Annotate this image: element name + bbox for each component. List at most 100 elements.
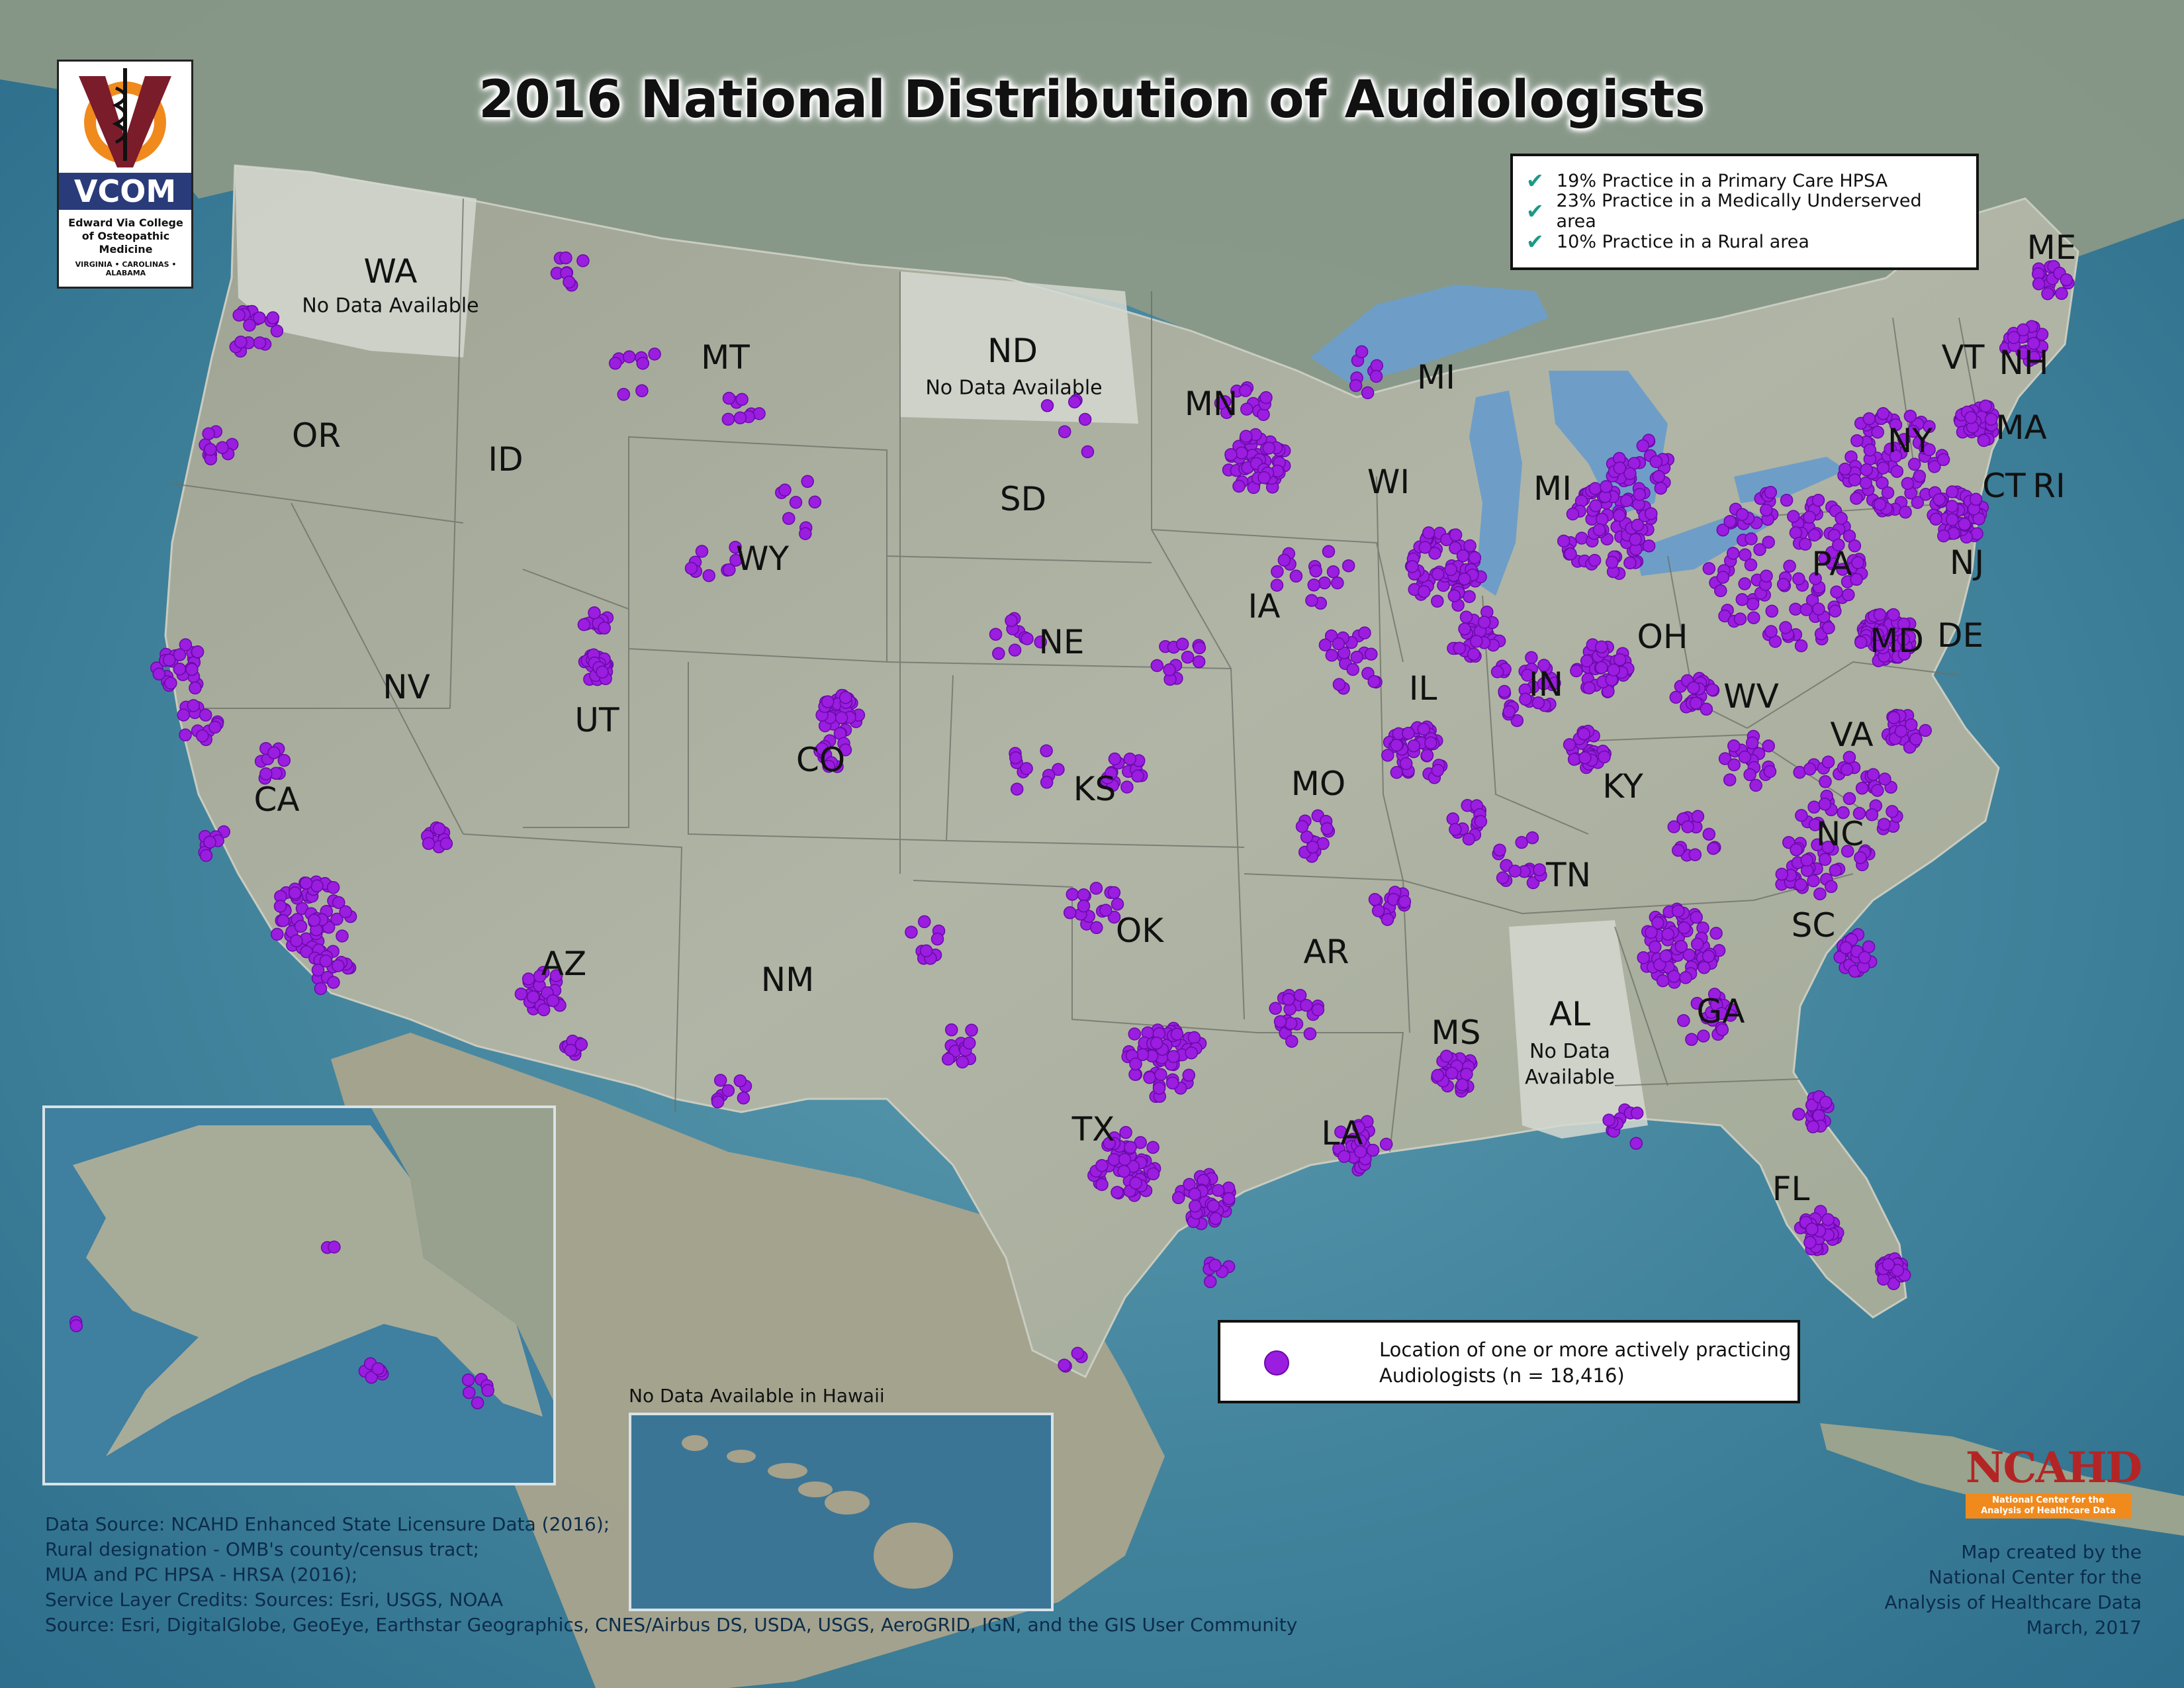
audiologist-location-dot (1805, 1222, 1819, 1236)
audiologist-location-dot (905, 925, 918, 939)
state-label-in: IN (1528, 665, 1564, 704)
audiologist-location-dot (1458, 572, 1471, 586)
audiologist-location-dot (290, 934, 303, 947)
map-title: 2016 National Distribution of Audiologis… (478, 70, 1706, 130)
audiologist-location-dot (1629, 533, 1642, 546)
audiologist-location-dot (1689, 696, 1703, 710)
audiologist-location-dot (1760, 503, 1773, 517)
audiologist-location-dot (471, 1396, 484, 1409)
audiologist-location-dot (1058, 425, 1071, 438)
audiologist-location-dot (328, 1241, 341, 1254)
audiologist-location-dot (1636, 439, 1650, 453)
audiologist-location-dot (1776, 578, 1790, 591)
audiologist-location-dot (713, 1074, 727, 1087)
audiologist-location-dot (1449, 541, 1462, 555)
audiologist-location-dot (259, 767, 273, 780)
state-label-ut: UT (574, 701, 619, 739)
audiologist-location-dot (1320, 822, 1334, 835)
audiologist-location-dot (339, 905, 352, 919)
audiologist-location-dot (721, 412, 735, 426)
audiologist-location-dot (481, 1383, 494, 1397)
audiologist-location-dot (1580, 654, 1594, 668)
audiologist-location-dot (1188, 1188, 1202, 1201)
audiologist-location-dot (1111, 1186, 1124, 1199)
audiologist-location-dot (1613, 508, 1626, 522)
audiologist-location-dot (1428, 547, 1441, 560)
audiologist-location-dot (1146, 1167, 1160, 1181)
audiologist-location-dot (1346, 663, 1359, 677)
audiologist-location-dot (179, 728, 192, 741)
audiologist-location-dot (711, 1095, 725, 1109)
audiologist-location-dot (1431, 594, 1444, 608)
audiologist-location-dot (1726, 547, 1740, 560)
audiologist-location-dot (1876, 476, 1889, 490)
audiologist-location-dot (1502, 705, 1516, 718)
source-line: Data Source: NCAHD Enhanced State Licens… (45, 1513, 610, 1535)
audiologist-location-dot (1821, 755, 1835, 769)
audiologist-location-dot (1819, 775, 1832, 788)
audiologist-location-dot (1277, 553, 1291, 567)
audiologist-location-dot (1839, 941, 1852, 955)
audiologist-location-dot (1399, 757, 1413, 771)
audiologist-location-dot (1108, 752, 1122, 766)
audiologist-location-dot (1232, 479, 1246, 493)
audiologist-location-dot (1674, 940, 1688, 953)
audiologist-location-dot (944, 1023, 958, 1037)
audiologist-location-dot (1977, 434, 1991, 447)
audiologist-location-dot (1779, 621, 1792, 634)
audiologist-location-dot (1798, 538, 1812, 551)
audiologist-location-dot (733, 1074, 747, 1088)
audiologist-location-dot (1369, 369, 1383, 383)
audiologist-location-dot (294, 919, 308, 933)
audiologist-location-dot (962, 1037, 976, 1050)
audiologist-location-dot (1537, 659, 1551, 672)
audiologist-location-dot (1633, 488, 1647, 501)
audiologist-location-dot (1269, 1002, 1282, 1015)
audiologist-location-dot (216, 441, 229, 454)
audiologist-location-dot (1259, 391, 1273, 404)
audiologist-location-dot (69, 1319, 83, 1333)
audiologist-location-dot (1163, 663, 1176, 677)
audiologist-location-dot (1709, 927, 1723, 940)
audiologist-location-dot (1282, 992, 1295, 1006)
audiologist-location-dot (1222, 1192, 1236, 1205)
audiologist-location-dot (1807, 528, 1821, 542)
audiologist-location-dot (432, 822, 446, 835)
audiologist-location-dot (1799, 603, 1813, 616)
audiologist-location-dot (1911, 496, 1925, 509)
audiologist-location-dot (270, 324, 284, 338)
audiologist-location-dot (162, 653, 176, 667)
audiologist-location-dot (514, 987, 528, 1001)
audiologist-location-dot (1334, 1125, 1347, 1139)
audiologist-location-dot (1945, 500, 1959, 513)
state-label-ga: GA (1696, 992, 1745, 1031)
audiologist-location-dot (1848, 539, 1862, 553)
audiologist-location-dot (1458, 622, 1471, 635)
audiologist-location-dot (1690, 937, 1704, 951)
audiologist-location-dot (1208, 1212, 1222, 1225)
audiologist-location-dot (1860, 463, 1873, 477)
audiologist-location-dot (307, 914, 321, 927)
audiologist-location-dot (1120, 780, 1134, 794)
state-boundaries (168, 198, 1979, 1152)
audiologist-location-dot (1424, 736, 1437, 750)
audiologist-location-dot (1716, 571, 1730, 584)
audiologist-location-dot (1738, 750, 1752, 764)
audiologist-location-dot (1698, 961, 1711, 974)
audiologist-location-dot (1882, 1258, 1895, 1272)
audiologist-location-dot (196, 729, 209, 743)
audiologist-location-dot (1563, 738, 1576, 751)
audiologist-location-dot (1493, 843, 1506, 857)
audiologist-location-dot (1887, 711, 1901, 725)
audiologist-location-dot (1370, 359, 1384, 373)
audiologist-location-dot (1119, 1126, 1132, 1139)
audiologist-location-dot (1368, 893, 1382, 906)
audiologist-location-dot (1685, 1033, 1698, 1047)
audiologist-location-dot (1762, 739, 1775, 753)
source-line: Service Layer Credits: Sources: Esri, US… (45, 1589, 504, 1611)
audiologist-location-dot (588, 606, 601, 620)
audiologist-location-dot (332, 896, 345, 910)
audiologist-location-dot (1764, 625, 1778, 638)
audiologist-location-dot (1649, 455, 1663, 469)
audiologist-location-dot (234, 335, 248, 349)
